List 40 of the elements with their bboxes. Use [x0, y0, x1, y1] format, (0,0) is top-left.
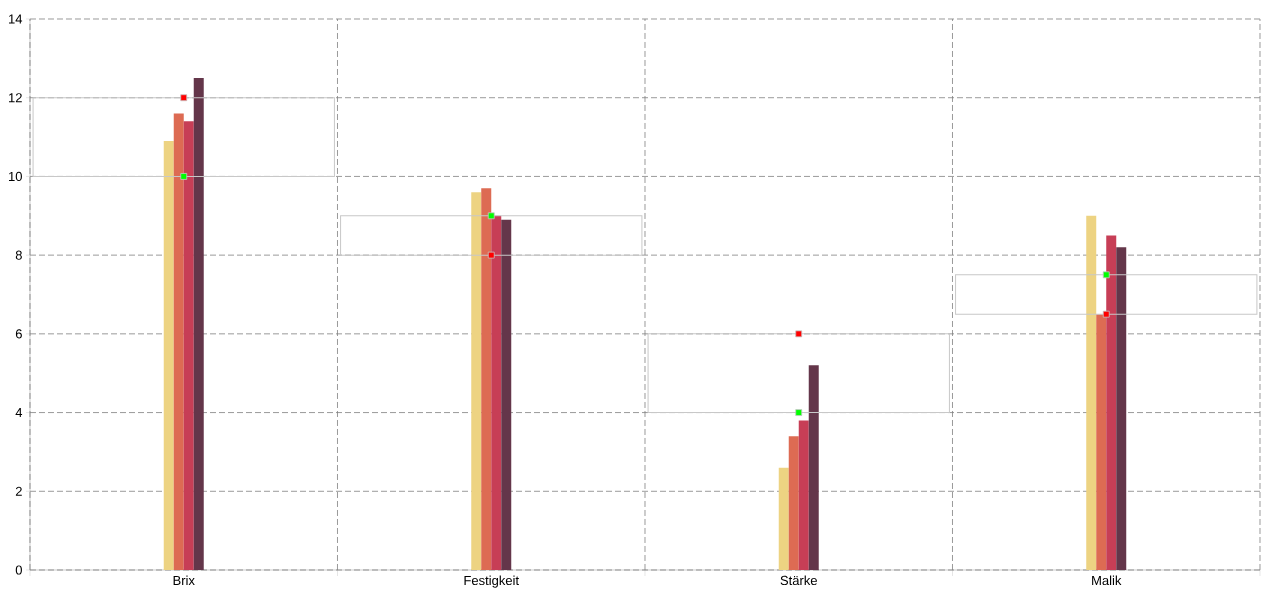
x-tick-label: Stärke: [780, 575, 817, 586]
bar: [471, 192, 482, 570]
point: [795, 330, 803, 338]
point: [180, 94, 188, 102]
bar: [788, 436, 799, 570]
point: [1102, 310, 1110, 318]
bar: [193, 78, 204, 570]
bar: [340, 215, 643, 256]
bar: [501, 219, 512, 570]
bar: [163, 141, 174, 570]
bar: [955, 274, 1258, 315]
bar: [798, 420, 809, 570]
bar: [1106, 235, 1117, 570]
point: [795, 409, 803, 416]
x-tick-label: Brix: [173, 575, 195, 585]
y-tick-label: 8: [15, 250, 22, 260]
point: [487, 251, 495, 259]
x-tick-label: Malik: [1092, 575, 1122, 586]
bar: [481, 188, 492, 570]
bar: [1096, 314, 1107, 570]
y-tick-label: 4: [15, 408, 23, 418]
point: [487, 212, 495, 220]
bar: [808, 365, 819, 570]
y-tick-label: 0: [15, 565, 22, 575]
bar: [778, 467, 789, 570]
bar: [1086, 215, 1097, 570]
y-tick-label: 2: [15, 486, 22, 496]
y-tick-label: 12: [8, 93, 22, 103]
y-tick-label: 14: [8, 14, 23, 24]
bar: [491, 215, 502, 570]
bar: [647, 333, 950, 414]
bar: [1116, 247, 1127, 570]
bar: [32, 97, 335, 177]
point: [1102, 271, 1110, 279]
y-tick-label: 6: [15, 329, 22, 339]
bar: [173, 113, 184, 570]
bar: [183, 121, 194, 570]
x-tick-label: Festigkeit: [464, 575, 519, 588]
y-tick-label: 10: [8, 171, 22, 182]
point: [180, 173, 188, 180]
